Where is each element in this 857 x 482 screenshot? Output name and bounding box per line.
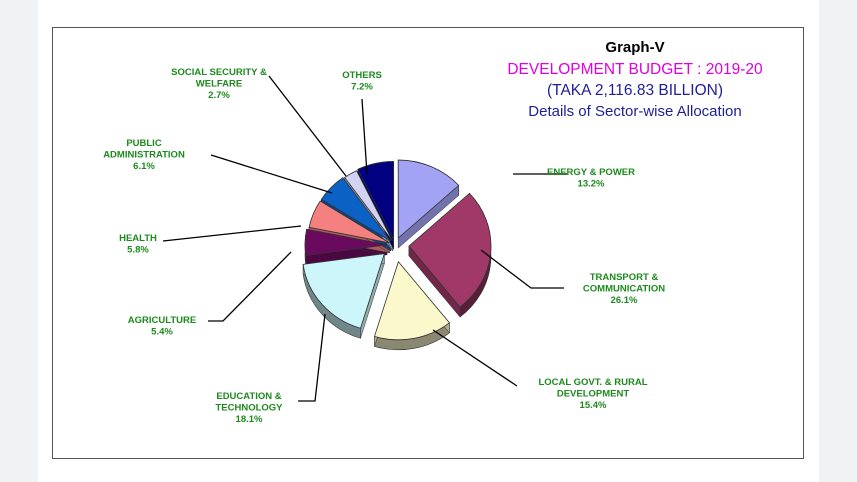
- sector-label-health: HEALTH: [119, 233, 157, 244]
- chart-subtitle-amount: (TAKA 2,116.83 BILLION): [547, 82, 723, 99]
- sector-label-public-administration: PUBLIC: [126, 138, 162, 149]
- sector-label-local-govt-rural-development: DEVELOPMENT: [557, 389, 630, 400]
- slice-education-technology: [302, 253, 385, 329]
- leader-transport-communication: [480, 249, 564, 289]
- leader-lines: [162, 75, 567, 402]
- value-label-social-security-welfare: 2.7%: [208, 90, 230, 101]
- slice-public-administration: [320, 177, 391, 242]
- leader-public-administration: [210, 154, 333, 194]
- slice-health: [308, 200, 390, 244]
- slice-social-security-welfare: [344, 170, 393, 242]
- chart-frame: Graph-V DEVELOPMENT BUDGET : 2019-20 (TA…: [52, 27, 804, 459]
- sector-label-social-security-welfare: WELFARE: [196, 79, 242, 90]
- chart-subtitle-details: Details of Sector-wise Allocation: [528, 103, 741, 120]
- sector-label-public-administration: ADMINISTRATION: [103, 150, 185, 161]
- value-label-education-technology: 18.1%: [236, 414, 263, 425]
- leader-others: [361, 98, 368, 175]
- chart-title: Graph-V: [605, 39, 664, 56]
- sector-label-local-govt-rural-development: LOCAL GOVT. & RURAL: [538, 377, 647, 388]
- slice-agriculture: [304, 228, 388, 256]
- value-label-agriculture: 5.4%: [151, 327, 173, 338]
- value-label-local-govt-rural-development: 15.4%: [580, 400, 607, 411]
- value-label-energy-power: 13.2%: [578, 179, 605, 190]
- chart-subtitle: DEVELOPMENT BUDGET : 2019-20: [507, 61, 763, 78]
- value-label-others: 7.2%: [351, 82, 373, 93]
- sector-label-agriculture: AGRICULTURE: [128, 315, 196, 326]
- pie-chart: Graph-V DEVELOPMENT BUDGET : 2019-20 (TA…: [103, 39, 763, 425]
- leader-health: [162, 225, 302, 242]
- slice-local-govt-rural-development: [374, 260, 451, 341]
- sector-label-energy-power: ENERGY & POWER: [547, 167, 635, 178]
- value-label-transport-communication: 26.1%: [611, 295, 638, 306]
- leader-social-security-welfare: [268, 75, 347, 177]
- leader-education-technology: [298, 313, 326, 402]
- sector-label-transport-communication: TRANSPORT &: [590, 272, 659, 283]
- leader-agriculture: [208, 251, 292, 322]
- sector-label-others: OTHERS: [342, 70, 382, 81]
- value-label-public-administration: 6.1%: [133, 161, 155, 172]
- slice-transport-communication: [408, 192, 492, 308]
- sector-label-education-technology: EDUCATION &: [216, 391, 281, 402]
- slice-others: [357, 161, 395, 240]
- value-label-health: 5.8%: [127, 245, 149, 256]
- page: Graph-V DEVELOPMENT BUDGET : 2019-20 (TA…: [38, 0, 819, 482]
- pie-slices: [302, 159, 492, 341]
- sector-label-social-security-welfare: SOCIAL SECURITY &: [171, 67, 267, 78]
- sector-label-education-technology: TECHNOLOGY: [215, 403, 283, 414]
- leader-local-govt-rural-development: [432, 329, 518, 387]
- sector-label-transport-communication: COMMUNICATION: [583, 284, 665, 295]
- slice-energy-power: [397, 159, 460, 239]
